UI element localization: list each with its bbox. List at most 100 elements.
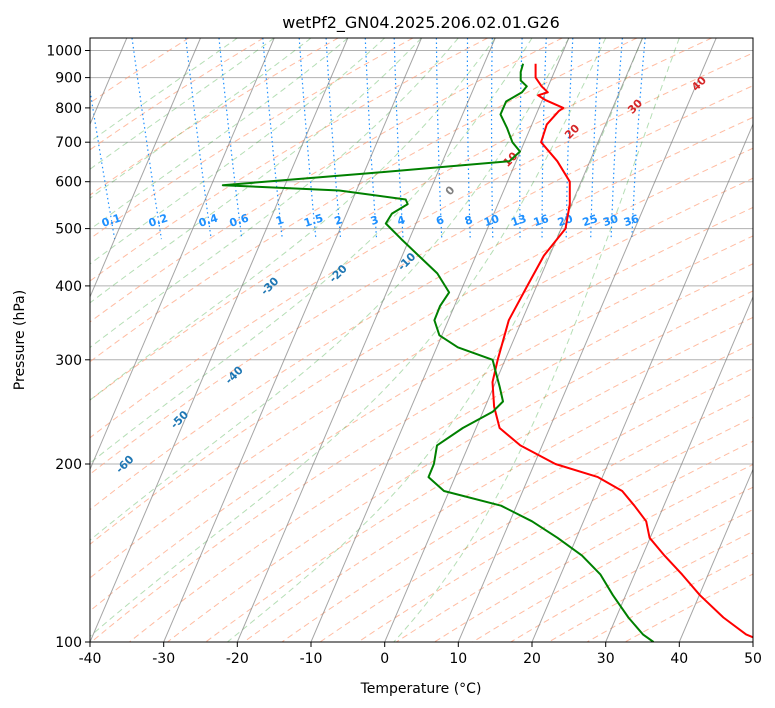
dry-adiabat-line — [90, 38, 414, 240]
y-tick-label: 600 — [55, 175, 82, 191]
y-tick-label: 200 — [55, 457, 82, 473]
y-tick-label: 700 — [55, 135, 82, 151]
dry-adiabat-line — [167, 290, 753, 642]
plot-area-background — [90, 38, 753, 642]
mixing-ratio-label: 0.4 — [197, 211, 220, 229]
x-tick-label: -30 — [152, 651, 175, 667]
mixing-ratio-label: 30 — [601, 212, 620, 229]
moist-adiabat-line — [90, 38, 607, 638]
mixing-ratio-label: 20 — [556, 212, 575, 229]
y-tick-label: 900 — [55, 71, 82, 87]
y-axis: 100 200 300 400 500 600 700 800 900 1000 — [46, 44, 90, 651]
mixing-ratio-label: 0.6 — [228, 211, 251, 229]
moist-adiabat-line — [227, 38, 643, 642]
plot-frame — [89, 37, 754, 643]
moist-adiabat-line — [90, 38, 386, 265]
mixing-ratio-label: 3 — [369, 213, 380, 228]
mixing-ratio-label: 2 — [333, 213, 344, 228]
y-tick-label: 800 — [55, 101, 82, 117]
mixing-ratio-lines — [90, 38, 646, 240]
y-tick-label: 1000 — [46, 44, 82, 60]
mixing-ratio-line — [565, 38, 574, 240]
dry-adiabat-line — [90, 147, 753, 545]
dry-adiabat-line — [90, 52, 753, 439]
dry-adiabat-line — [90, 206, 753, 612]
x-tick-label: -40 — [79, 651, 102, 667]
mixing-ratio-label: 1.5 — [302, 211, 325, 229]
mixing-ratio-line — [435, 38, 443, 240]
mixing-ratio-line — [466, 38, 471, 240]
temperature-profile-line — [491, 63, 753, 639]
y-tick-label: 100 — [55, 635, 82, 651]
mixing-ratio-line — [364, 38, 378, 240]
dry-adiabat-line — [90, 235, 753, 642]
y-tick-label: 500 — [55, 222, 82, 238]
isotherm-label: -70 — [59, 497, 82, 520]
isotherm-line — [605, 295, 753, 642]
x-tick-label: 10 — [449, 651, 467, 667]
x-tick-label: 50 — [744, 651, 762, 667]
y-tick-label: 400 — [55, 279, 82, 295]
x-axis-label: Temperature (°C) — [360, 681, 482, 697]
isotherm-line — [163, 38, 422, 642]
isotherm-line — [678, 468, 753, 642]
x-tick-label: -10 — [300, 651, 323, 667]
sounding-profiles — [221, 63, 753, 642]
mixing-ratio-label: 8 — [463, 213, 474, 228]
y-tick-label: 300 — [55, 353, 82, 369]
mixing-ratio-label: 6 — [434, 213, 446, 228]
mixing-ratio-line — [590, 38, 601, 240]
isotherm-line — [90, 38, 201, 299]
mixing-ratio-line — [490, 38, 494, 240]
dry-adiabat-line — [90, 85, 753, 475]
mixing-ratio-line — [393, 38, 404, 240]
moist-adiabat-line — [90, 38, 312, 199]
isotherm-line — [236, 38, 496, 642]
mixing-ratio-line — [519, 38, 523, 240]
mixing-ratio-line — [541, 38, 547, 240]
mixing-ratio-line — [610, 38, 623, 240]
x-tick-label: 20 — [523, 651, 541, 667]
isotherm-line — [310, 38, 570, 642]
dry-adiabats — [90, 38, 753, 642]
moist-adiabats — [90, 38, 680, 642]
x-tick-label: 0 — [380, 651, 389, 667]
x-tick-label: 40 — [670, 651, 688, 667]
isotherm-line — [384, 38, 643, 642]
isotherm-line — [90, 38, 275, 471]
moist-adiabat-line — [90, 38, 496, 401]
isotherm-line — [90, 38, 349, 642]
x-axis: -40 -30 -20 -10 0 10 20 30 40 50 — [79, 642, 762, 667]
isotherms — [90, 38, 753, 642]
dry-adiabat-line — [90, 116, 753, 511]
mixing-ratio-label: 13 — [510, 212, 529, 229]
chart-title: wetPf2_GN04.2025.206.02.01.G26 — [282, 13, 560, 33]
mixing-ratio-label: 10 — [482, 212, 501, 229]
moist-adiabat-line — [90, 38, 275, 170]
isotherm-line — [457, 38, 717, 642]
mixing-ratio-label: 4 — [396, 213, 408, 228]
moist-adiabat-line — [90, 38, 238, 143]
mixing-ratio-label: 25 — [581, 212, 600, 229]
moist-adiabat-line — [90, 38, 533, 464]
mixing-ratio-label: 0.2 — [147, 211, 170, 229]
dry-adiabat-line — [205, 316, 753, 642]
moist-adiabat-line — [90, 38, 570, 541]
mixing-ratio-labels: 0.1 0.2 0.4 0.6 1 1.5 2 3 4 6 8 10 13 16 20 25 30 36 — [100, 211, 641, 229]
isotherm-label: -80 — [4, 541, 27, 564]
moist-adiabat-line — [90, 38, 459, 349]
dry-adiabat-line — [90, 38, 339, 196]
mixing-ratio-label: 36 — [622, 212, 641, 229]
mixing-ratio-label: 16 — [532, 212, 551, 229]
dry-adiabat-line — [129, 263, 753, 642]
moist-adiabat-line — [393, 38, 680, 642]
y-axis-label: Pressure (hPa) — [12, 290, 28, 390]
dry-adiabat-line — [90, 38, 638, 363]
dry-adiabat-line — [243, 342, 753, 642]
pressure-gridlines — [90, 50, 753, 642]
dry-adiabat-line — [90, 38, 563, 323]
x-tick-label: -20 — [226, 651, 249, 667]
dewpoint-profile-line — [221, 63, 655, 642]
mixing-ratio-label: 1 — [274, 213, 285, 228]
